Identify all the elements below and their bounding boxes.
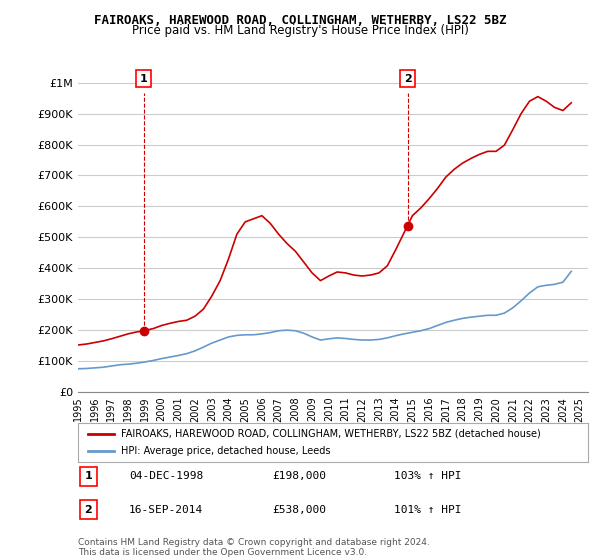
Text: 2: 2 <box>85 505 92 515</box>
Text: 1: 1 <box>140 74 148 83</box>
Text: Contains HM Land Registry data © Crown copyright and database right 2024.
This d: Contains HM Land Registry data © Crown c… <box>78 538 430 557</box>
Text: Price paid vs. HM Land Registry's House Price Index (HPI): Price paid vs. HM Land Registry's House … <box>131 24 469 36</box>
Text: FAIROAKS, HAREWOOD ROAD, COLLINGHAM, WETHERBY, LS22 5BZ (detached house): FAIROAKS, HAREWOOD ROAD, COLLINGHAM, WET… <box>121 429 541 439</box>
Text: FAIROAKS, HAREWOOD ROAD, COLLINGHAM, WETHERBY, LS22 5BZ: FAIROAKS, HAREWOOD ROAD, COLLINGHAM, WET… <box>94 14 506 27</box>
Text: 101% ↑ HPI: 101% ↑ HPI <box>394 505 462 515</box>
Text: 2: 2 <box>404 74 412 83</box>
Text: 16-SEP-2014: 16-SEP-2014 <box>129 505 203 515</box>
Text: 04-DEC-1998: 04-DEC-1998 <box>129 471 203 481</box>
Text: £198,000: £198,000 <box>272 471 326 481</box>
Text: HPI: Average price, detached house, Leeds: HPI: Average price, detached house, Leed… <box>121 446 331 456</box>
Text: 1: 1 <box>85 471 92 481</box>
Text: £538,000: £538,000 <box>272 505 326 515</box>
Text: 103% ↑ HPI: 103% ↑ HPI <box>394 471 462 481</box>
